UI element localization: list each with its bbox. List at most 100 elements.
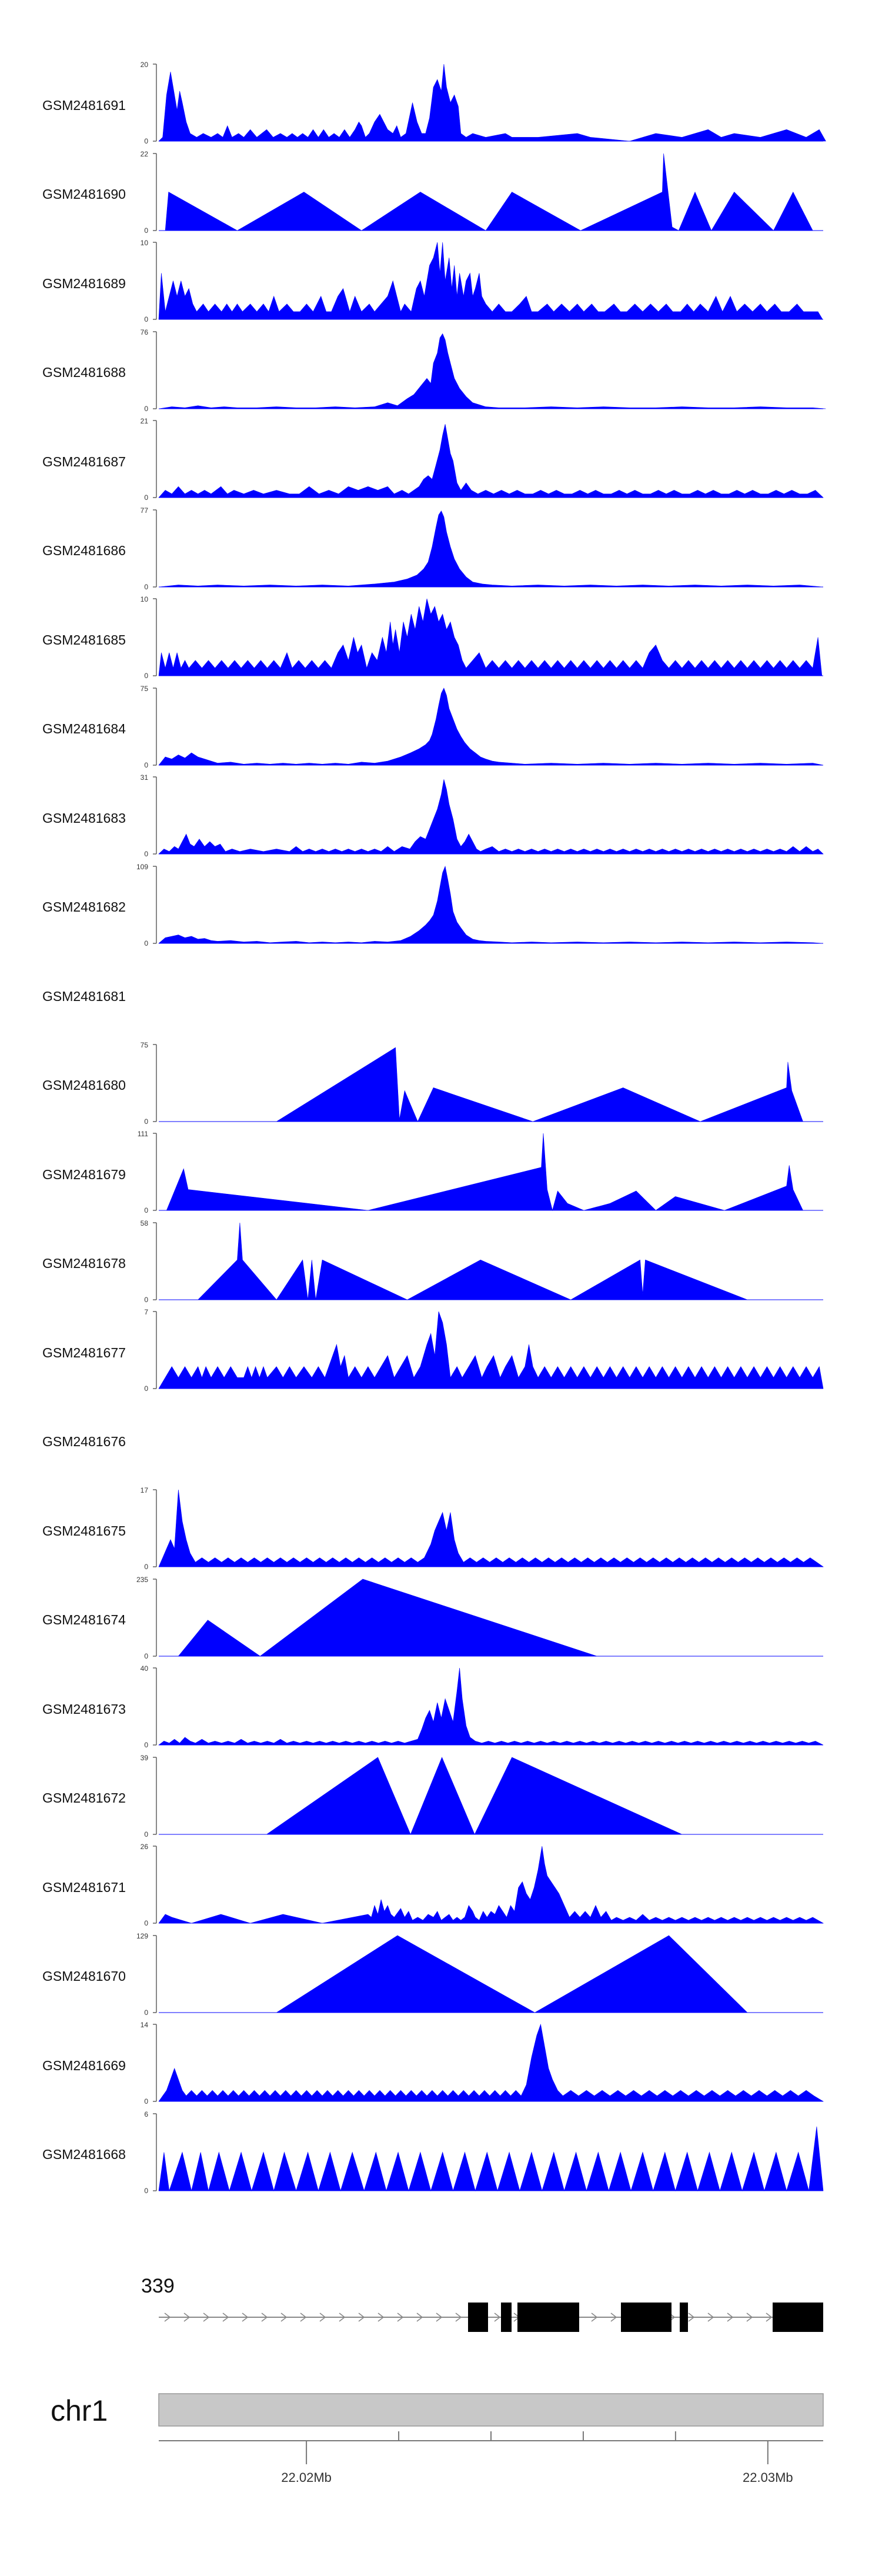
strand-arrow [300,2313,307,2322]
coverage-area [197,1222,748,1300]
track-plot: 75 0 [141,1041,823,1126]
track-plot: 76 0 [141,328,826,413]
track-plot [0,953,882,1038]
strand-arrow [766,2313,773,2322]
coverage-area [165,153,820,231]
y-axis-min-label: 0 [144,1919,148,1927]
coverage-area [158,1311,824,1389]
y-axis-min-label: 0 [144,1296,148,1304]
strand-arrow [610,2313,617,2322]
track-GSM2481676: GSM2481676 [0,1399,882,1490]
strand-arrow [688,2313,695,2322]
track-plot: 10 0 [141,239,823,323]
track-GSM2481683: GSM2481683 31 0 [0,773,882,866]
y-axis-max-label: 109 [136,863,148,871]
y-axis-max-label: 10 [141,239,149,247]
track-label: GSM2481690 [42,186,126,202]
strand-arrow [707,2313,714,2322]
exon-block [517,2303,579,2332]
coverage-area [158,1846,824,1924]
track-GSM2481688: GSM2481688 76 0 [0,328,882,421]
coverage-area [158,64,826,142]
track-label: GSM2481680 [42,1077,126,1093]
track-GSM2481671: GSM2481671 26 0 [0,1843,882,1935]
track-GSM2481673: GSM2481673 40 0 [0,1664,882,1757]
track-GSM2481674: GSM2481674 235 0 [0,1576,882,1668]
track-plot: 70 [144,1308,824,1393]
strand-arrow [416,2313,423,2322]
track-plot: 40 0 [141,1664,824,1749]
y-axis-max-label: 129 [136,1932,148,1940]
track-plot: 22 0 [141,150,823,235]
y-axis-max-label: 76 [141,328,149,336]
y-axis-max-label: 21 [141,417,149,425]
track-plot: 39 0 [141,1754,823,1838]
track-label: GSM2481681 [42,988,126,1004]
track-GSM2481681: GSM2481681 [0,953,882,1044]
track-label: GSM2481686 [42,543,126,558]
y-axis-max-label: 75 [141,685,149,693]
track-GSM2481677: GSM2481677 7 0 [0,1308,882,1400]
track-GSM2481686: GSM2481686 77 0 [0,506,882,599]
gene-model-track: 339 [0,2270,882,2358]
y-axis-min-label: 0 [144,1563,148,1571]
y-axis-max-label: 58 [141,1219,149,1227]
track-plot: 75 0 [141,685,824,769]
track-label: GSM2481678 [42,1256,126,1271]
chromosome-label: chr1 [51,2394,108,2427]
y-axis-min-label: 0 [144,672,148,680]
strand-arrow [377,2313,385,2322]
y-axis-min-label: 0 [144,2097,148,2105]
strand-arrow [164,2313,171,2322]
axis-tick-label: 22.02Mb [281,2470,332,2485]
genome-axis: 22.02Mb 22.03Mb [158,2393,824,2485]
strand-arrow [183,2313,191,2322]
coverage-area [158,1667,824,1746]
track-plot: 77 0 [141,506,823,591]
y-axis-max-label: 17 [141,1486,149,1494]
track-plot: 60 [144,2110,824,2195]
coverage-tracks: GSM2481691 20 0 GSM2481690 22 0 GSM2481689 10 0 G… [0,61,882,2195]
y-axis-min-label: 0 [144,2187,148,2195]
track-GSM2481670: GSM2481670 129 0 [0,1932,882,2024]
track-GSM2481669: GSM2481669 14 0 [0,2021,882,2113]
track-plot: 129 0 [136,1932,823,2017]
y-axis-min-label: 0 [144,405,148,413]
coverage-area [158,424,824,498]
y-axis-max-label: 14 [141,2021,149,2029]
track-plot: 109 0 [136,863,824,947]
gene-model [159,2303,823,2332]
track-label: GSM2481675 [42,1523,126,1539]
y-axis-max-label: 40 [141,1664,149,1673]
track-GSM2481675: GSM2481675 17 0 [0,1486,882,1579]
track-label: GSM2481682 [42,899,126,915]
track-plot: 235 0 [136,1576,823,1660]
coverage-area [158,598,823,676]
coverage-area [158,865,824,943]
coverage-area [178,1579,597,1656]
y-axis-max-label: 10 [141,595,149,603]
strand-arrow [280,2313,288,2322]
y-axis-min-label: 0 [144,1741,148,1749]
y-axis-max-label: 111 [138,1130,149,1138]
track-label: GSM2481685 [42,632,126,648]
track-plot: 26 0 [141,1843,824,1927]
y-axis-max-label: 20 [141,61,149,69]
strand-arrow [242,2313,249,2322]
coverage-area [266,1756,682,1835]
track-GSM2481691: GSM2481691 20 0 [0,61,882,153]
track-GSM2481684: GSM2481684 75 0 [0,685,882,777]
track-GSM2481682: GSM2481682 109 0 [0,863,882,955]
y-axis-min-label: 0 [144,137,148,145]
y-axis-min-label: 0 [144,315,148,323]
y-axis-min-label: 0 [144,2008,148,2017]
y-axis-min-label: 0 [144,939,148,947]
track-label: GSM2481691 [42,97,126,113]
track-GSM2481690: GSM2481690 22 0 [0,150,882,242]
track-plot: 14 0 [141,2021,824,2105]
y-axis-min-label: 0 [144,226,148,235]
chromosome-band [158,2393,824,2427]
strand-arrow [455,2313,462,2322]
y-axis-max-label: 22 [141,150,149,158]
exon-block [773,2303,823,2332]
